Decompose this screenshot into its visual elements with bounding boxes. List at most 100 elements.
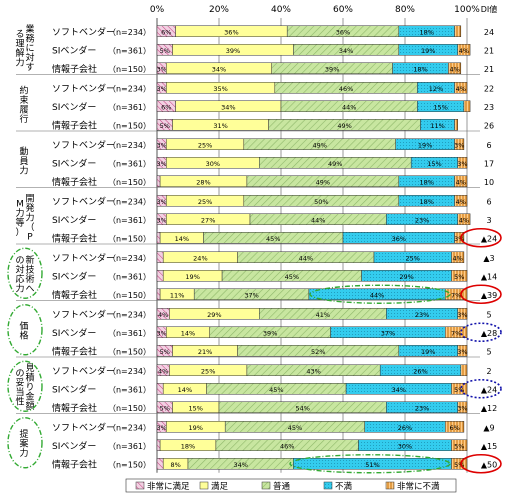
data-label: 3% [156, 65, 166, 73]
data-label: 26% [398, 424, 412, 432]
di-value: ▲24 [481, 385, 497, 394]
di-value: ▲12 [481, 404, 497, 413]
data-label: 44% [299, 254, 313, 262]
category-label: 約束履行 [19, 84, 28, 125]
data-label: 3% [156, 198, 166, 206]
di-value: 17 [484, 159, 494, 168]
row-n-label: （n=361） [108, 329, 151, 338]
row-label: ソフトベンダー [52, 139, 115, 151]
bar-segment-very-dissatisfied [451, 270, 468, 282]
di-value: 10 [484, 178, 494, 187]
row-label: SIベンダー [52, 270, 96, 282]
data-label: 5% [160, 47, 170, 55]
highlight-ellipse-blue [460, 378, 502, 399]
data-label: 8% [170, 461, 180, 469]
legend-label: 満足 [211, 482, 229, 492]
bar-segment-very-dissatisfied [451, 439, 468, 451]
row-label: ソフトベンダー [52, 421, 115, 433]
bar-segment-very-dissatisfied [445, 288, 468, 300]
data-label: 36% [224, 28, 238, 36]
bar-segment-very-dissatisfied [457, 44, 471, 56]
di-value: ▲15 [481, 442, 497, 451]
bar-segment-very-satisfied [156, 458, 164, 470]
di-value: ▲3 [483, 254, 494, 263]
data-label: 3% [156, 424, 166, 432]
row-n-label: （n=361） [108, 272, 151, 281]
bar-segment-very-dissatisfied [451, 458, 468, 470]
row-label: ソフトベンダー [52, 26, 115, 38]
data-label: 31% [213, 122, 227, 130]
row-label: SIベンダー [52, 214, 96, 226]
row-label: ソフトベンダー [52, 82, 115, 94]
data-label: 30% [206, 160, 220, 168]
data-label: 44% [311, 216, 325, 224]
di-value: 5 [486, 310, 491, 319]
data-label: 11% [170, 291, 184, 299]
row-n-label: （n=234） [108, 423, 151, 432]
data-label: 5% [160, 348, 170, 356]
data-label: 41% [316, 311, 330, 319]
x-tick-label: 20% [209, 5, 229, 15]
bar-segment-very-satisfied [156, 383, 164, 395]
data-label: 5% [454, 461, 464, 469]
data-label: 23% [415, 404, 429, 412]
row-n-label: （n=234） [108, 141, 151, 150]
di-header: DI値 [481, 4, 498, 14]
di-value: 21 [484, 46, 494, 55]
data-label: 44% [370, 291, 384, 299]
row-n-label: （n=150） [108, 178, 151, 187]
row-n-label: （n=361） [108, 442, 151, 451]
data-label: 6% [161, 28, 171, 36]
data-label: 50% [314, 198, 328, 206]
data-label: 46% [339, 85, 353, 93]
row-n-label: （n=150） [108, 404, 151, 413]
highlight-ellipse-blue [460, 322, 502, 343]
x-tick-label: 100% [454, 5, 480, 15]
data-label: 3% [156, 216, 166, 224]
data-label: 39% [226, 47, 240, 55]
data-label: 18% [419, 178, 433, 186]
data-label: 4% [453, 254, 463, 262]
data-label: 25% [201, 367, 215, 375]
data-label: 34% [392, 386, 406, 394]
bar-segment-very-dissatisfied [454, 25, 462, 37]
row-label: SIベンダー [52, 101, 96, 113]
category-label: 新技術への対応力 [15, 254, 34, 295]
row-n-label: （n=150） [108, 65, 151, 74]
bar-segment-very-satisfied [156, 439, 161, 451]
di-value: 23 [484, 103, 494, 112]
di-value: 24 [484, 28, 494, 37]
data-label: 6% [449, 424, 459, 432]
row-label: SIベンダー [52, 440, 96, 452]
row-label: ソフトベンダー [52, 195, 115, 207]
category-label: 提案力 [19, 429, 28, 459]
highlight-ellipse-green [289, 454, 451, 474]
row-n-label: （n=150） [108, 291, 151, 300]
data-label: 37% [244, 291, 258, 299]
data-label: 4% [459, 47, 469, 55]
di-value: ▲39 [481, 291, 497, 300]
data-label: 19% [418, 141, 432, 149]
data-label: 4% [449, 65, 459, 73]
row-n-label: （n=361） [108, 46, 151, 55]
data-label: 5% [454, 273, 464, 281]
category-label: 見積り金額の妥当性 [15, 363, 34, 412]
x-tick-label: 80% [395, 5, 415, 15]
data-label: 37% [381, 329, 395, 337]
highlight-ellipse-green [309, 284, 451, 304]
data-label: 18% [181, 442, 195, 450]
row-label: 情報子会社 [52, 402, 97, 414]
legend-swatch-dissatisfied [323, 481, 333, 490]
legend-swatch-very-satisfied [135, 481, 145, 490]
data-label: 4% [456, 85, 466, 93]
bar-segment-very-dissatisfied [445, 326, 468, 338]
bar-segment-very-dissatisfied [457, 401, 468, 413]
data-label: 46% [280, 442, 294, 450]
data-label: 4% [456, 198, 466, 206]
bar-segment-very-dissatisfied [451, 383, 468, 395]
data-label: 5% [454, 442, 464, 450]
legend-swatch-satisfied [199, 481, 209, 490]
data-label: 5% [160, 404, 170, 412]
bar-segment-very-dissatisfied [457, 308, 468, 320]
